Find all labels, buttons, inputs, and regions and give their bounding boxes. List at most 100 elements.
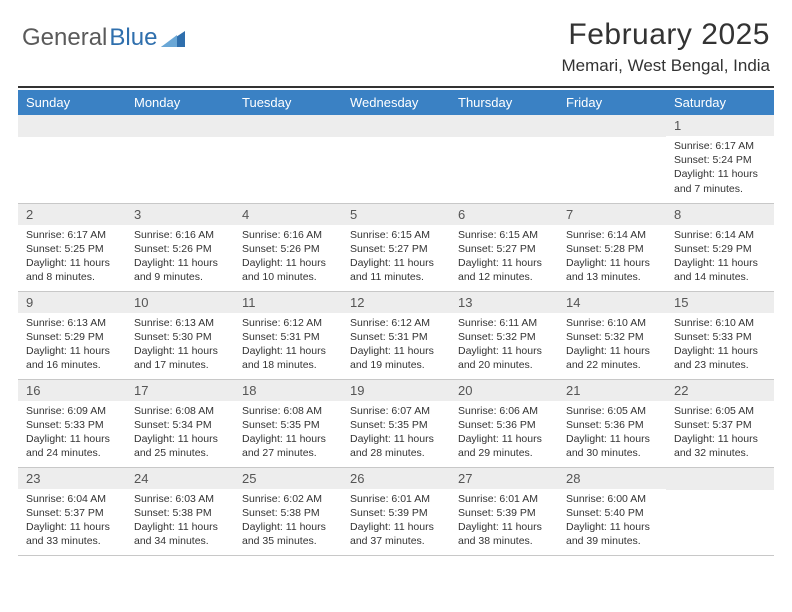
calendar-table: Sunday Monday Tuesday Wednesday Thursday…: [18, 90, 774, 556]
calendar-cell: 27Sunrise: 6:01 AMSunset: 5:39 PMDayligh…: [450, 467, 558, 555]
day-number: 12: [342, 292, 450, 313]
daylight-text-1: Daylight: 11 hours: [566, 432, 658, 446]
calendar-cell: 14Sunrise: 6:10 AMSunset: 5:32 PMDayligh…: [558, 291, 666, 379]
day-number: 8: [666, 204, 774, 225]
daylight-text-1: Daylight: 11 hours: [350, 432, 442, 446]
day-details: Sunrise: 6:10 AMSunset: 5:32 PMDaylight:…: [558, 313, 666, 379]
weekday-header: Sunday: [18, 90, 126, 115]
sunset-text: Sunset: 5:28 PM: [566, 242, 658, 256]
calendar-cell: [342, 115, 450, 203]
sunrise-text: Sunrise: 6:10 AM: [566, 316, 658, 330]
sunset-text: Sunset: 5:31 PM: [242, 330, 334, 344]
daylight-text-2: and 22 minutes.: [566, 358, 658, 372]
calendar-week-row: 1Sunrise: 6:17 AMSunset: 5:24 PMDaylight…: [18, 115, 774, 203]
sunset-text: Sunset: 5:36 PM: [458, 418, 550, 432]
day-details: Sunrise: 6:13 AMSunset: 5:30 PMDaylight:…: [126, 313, 234, 379]
day-details: Sunrise: 6:06 AMSunset: 5:36 PMDaylight:…: [450, 401, 558, 467]
day-details: Sunrise: 6:16 AMSunset: 5:26 PMDaylight:…: [126, 225, 234, 291]
day-details: Sunrise: 6:04 AMSunset: 5:37 PMDaylight:…: [18, 489, 126, 555]
sunset-text: Sunset: 5:27 PM: [458, 242, 550, 256]
calendar-cell: 1Sunrise: 6:17 AMSunset: 5:24 PMDaylight…: [666, 115, 774, 203]
calendar-cell: 4Sunrise: 6:16 AMSunset: 5:26 PMDaylight…: [234, 203, 342, 291]
sunset-text: Sunset: 5:27 PM: [350, 242, 442, 256]
day-details: Sunrise: 6:15 AMSunset: 5:27 PMDaylight:…: [342, 225, 450, 291]
day-details: Sunrise: 6:09 AMSunset: 5:33 PMDaylight:…: [18, 401, 126, 467]
daylight-text-1: Daylight: 11 hours: [566, 344, 658, 358]
sunset-text: Sunset: 5:39 PM: [458, 506, 550, 520]
sunrise-text: Sunrise: 6:12 AM: [242, 316, 334, 330]
daylight-text-2: and 37 minutes.: [350, 534, 442, 548]
calendar-cell: [126, 115, 234, 203]
daylight-text-1: Daylight: 11 hours: [26, 432, 118, 446]
daylight-text-2: and 19 minutes.: [350, 358, 442, 372]
calendar-cell: 28Sunrise: 6:00 AMSunset: 5:40 PMDayligh…: [558, 467, 666, 555]
daylight-text-1: Daylight: 11 hours: [134, 520, 226, 534]
header: GeneralBlue February 2025 Memari, West B…: [18, 18, 774, 82]
calendar-cell: 5Sunrise: 6:15 AMSunset: 5:27 PMDaylight…: [342, 203, 450, 291]
daylight-text-1: Daylight: 11 hours: [134, 432, 226, 446]
calendar-cell: 17Sunrise: 6:08 AMSunset: 5:34 PMDayligh…: [126, 379, 234, 467]
daylight-text-2: and 23 minutes.: [674, 358, 766, 372]
daylight-text-2: and 11 minutes.: [350, 270, 442, 284]
day-number: [666, 468, 774, 490]
weekday-header: Saturday: [666, 90, 774, 115]
daylight-text-2: and 8 minutes.: [26, 270, 118, 284]
sunset-text: Sunset: 5:30 PM: [134, 330, 226, 344]
sunrise-text: Sunrise: 6:13 AM: [26, 316, 118, 330]
sunset-text: Sunset: 5:29 PM: [674, 242, 766, 256]
calendar-cell: [450, 115, 558, 203]
header-divider: [18, 86, 774, 88]
month-title: February 2025: [562, 18, 771, 52]
sunset-text: Sunset: 5:40 PM: [566, 506, 658, 520]
calendar-cell: 11Sunrise: 6:12 AMSunset: 5:31 PMDayligh…: [234, 291, 342, 379]
sunrise-text: Sunrise: 6:13 AM: [134, 316, 226, 330]
sunrise-text: Sunrise: 6:10 AM: [674, 316, 766, 330]
location: Memari, West Bengal, India: [562, 56, 771, 76]
calendar-week-row: 16Sunrise: 6:09 AMSunset: 5:33 PMDayligh…: [18, 379, 774, 467]
weekday-header: Thursday: [450, 90, 558, 115]
sunset-text: Sunset: 5:33 PM: [26, 418, 118, 432]
daylight-text-1: Daylight: 11 hours: [26, 520, 118, 534]
day-details: Sunrise: 6:14 AMSunset: 5:28 PMDaylight:…: [558, 225, 666, 291]
day-number: 18: [234, 380, 342, 401]
daylight-text-2: and 27 minutes.: [242, 446, 334, 460]
sunset-text: Sunset: 5:37 PM: [26, 506, 118, 520]
day-number: [342, 115, 450, 137]
sunrise-text: Sunrise: 6:14 AM: [674, 228, 766, 242]
day-number: 9: [18, 292, 126, 313]
calendar-cell: [666, 467, 774, 555]
day-details: Sunrise: 6:12 AMSunset: 5:31 PMDaylight:…: [342, 313, 450, 379]
day-number: 4: [234, 204, 342, 225]
sunset-text: Sunset: 5:26 PM: [242, 242, 334, 256]
weekday-header: Friday: [558, 90, 666, 115]
calendar-cell: 20Sunrise: 6:06 AMSunset: 5:36 PMDayligh…: [450, 379, 558, 467]
day-number: 26: [342, 468, 450, 489]
day-details: Sunrise: 6:11 AMSunset: 5:32 PMDaylight:…: [450, 313, 558, 379]
sunrise-text: Sunrise: 6:12 AM: [350, 316, 442, 330]
daylight-text-2: and 34 minutes.: [134, 534, 226, 548]
sunrise-text: Sunrise: 6:15 AM: [458, 228, 550, 242]
day-details: Sunrise: 6:05 AMSunset: 5:36 PMDaylight:…: [558, 401, 666, 467]
day-number: 15: [666, 292, 774, 313]
daylight-text-2: and 13 minutes.: [566, 270, 658, 284]
calendar-cell: 8Sunrise: 6:14 AMSunset: 5:29 PMDaylight…: [666, 203, 774, 291]
daylight-text-2: and 28 minutes.: [350, 446, 442, 460]
day-number: 22: [666, 380, 774, 401]
daylight-text-1: Daylight: 11 hours: [26, 344, 118, 358]
daylight-text-2: and 17 minutes.: [134, 358, 226, 372]
sunset-text: Sunset: 5:39 PM: [350, 506, 442, 520]
sunset-text: Sunset: 5:35 PM: [350, 418, 442, 432]
calendar-cell: 18Sunrise: 6:08 AMSunset: 5:35 PMDayligh…: [234, 379, 342, 467]
sunrise-text: Sunrise: 6:05 AM: [566, 404, 658, 418]
daylight-text-2: and 20 minutes.: [458, 358, 550, 372]
day-details: Sunrise: 6:08 AMSunset: 5:35 PMDaylight:…: [234, 401, 342, 467]
day-number: 17: [126, 380, 234, 401]
sunset-text: Sunset: 5:25 PM: [26, 242, 118, 256]
day-number: 5: [342, 204, 450, 225]
daylight-text-1: Daylight: 11 hours: [134, 256, 226, 270]
calendar-week-row: 2Sunrise: 6:17 AMSunset: 5:25 PMDaylight…: [18, 203, 774, 291]
day-details: Sunrise: 6:05 AMSunset: 5:37 PMDaylight:…: [666, 401, 774, 467]
sunrise-text: Sunrise: 6:11 AM: [458, 316, 550, 330]
sunset-text: Sunset: 5:32 PM: [458, 330, 550, 344]
calendar-cell: 6Sunrise: 6:15 AMSunset: 5:27 PMDaylight…: [450, 203, 558, 291]
